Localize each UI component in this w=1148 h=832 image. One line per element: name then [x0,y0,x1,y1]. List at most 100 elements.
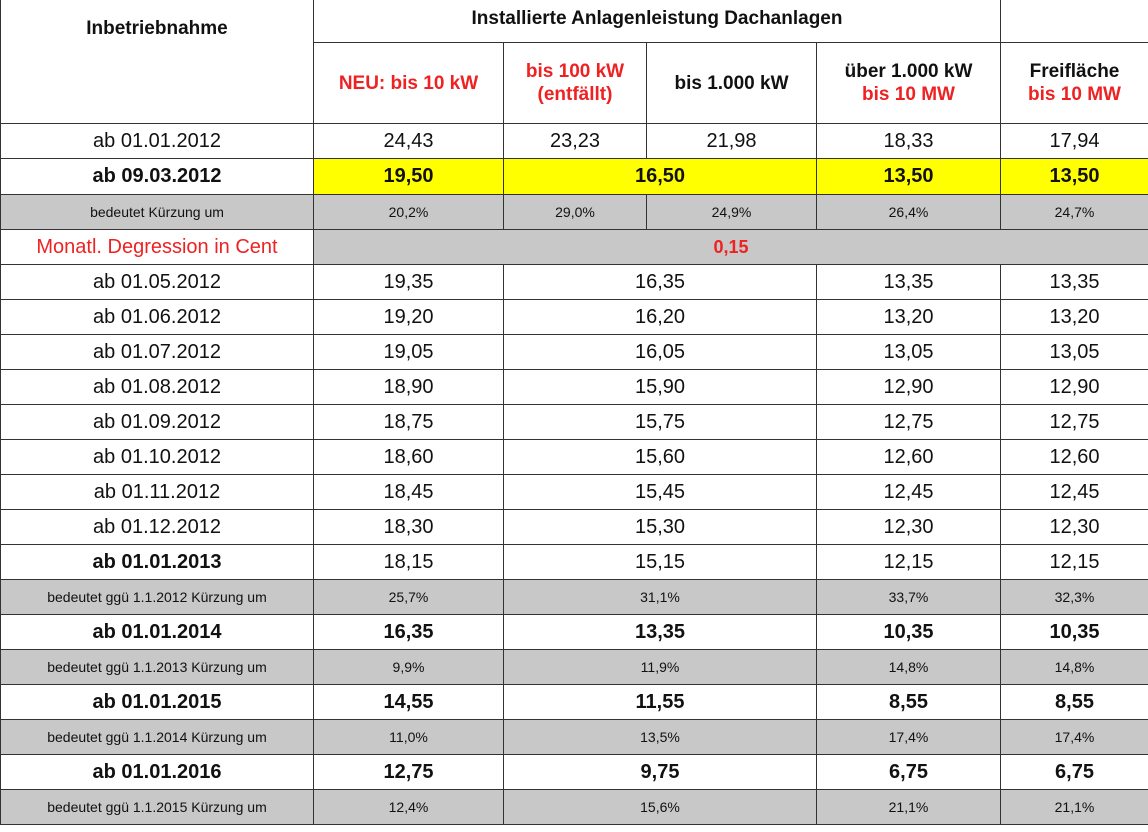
header-col-over-1000kw-line2: bis 10 MW [862,84,955,105]
table-row-year: ab 01.01.2014 16,35 13,35 10,35 10,35 [0,614,1148,650]
cell-10kw: 18,75 [313,404,504,440]
cell-100-1000kw: 13,5% [503,719,817,755]
cell-10kw: 19,05 [313,334,504,370]
cell-freiflaeche: 13,50 [1000,158,1148,195]
cell-10kw: 19,50 [313,158,504,195]
cell-1000kw: 24,9% [646,194,817,230]
row-label: ab 01.09.2012 [0,404,314,440]
cell-over-1000kw: 14,8% [816,649,1001,685]
cell-10kw: 24,43 [313,123,504,159]
degression-label: Monatl. Degression in Cent [0,229,314,265]
row-label: bedeutet ggü 1.1.2012 Kürzung um [0,579,314,615]
cell-over-1000kw: 10,35 [816,614,1001,650]
cell-freiflaeche: 17,94 [1000,123,1148,159]
reduction-row: bedeutet ggü 1.1.2012 Kürzung um 25,7% 3… [0,579,1148,615]
cell-10kw: 19,20 [313,299,504,335]
cell-100-1000kw: 31,1% [503,579,817,615]
cell-100-1000kw: 11,55 [503,684,817,720]
cell-100-1000kw: 15,60 [503,439,817,475]
header-col-over-1000kw-line1: über 1.000 kW [844,61,973,82]
reduction-row: bedeutet ggü 1.1.2015 Kürzung um 12,4% 1… [0,789,1148,825]
cell-100-1000kw: 15,45 [503,474,817,510]
header-inbetriebnahme: Inbetriebnahme [0,0,314,124]
table-row: ab 01.08.2012 18,90 15,90 12,90 12,90 [0,369,1148,405]
cell-10kw: 18,45 [313,474,504,510]
cell-10kw: 12,4% [313,789,504,825]
row-label: ab 09.03.2012 [0,158,314,195]
row-label: ab 01.01.2015 [0,684,314,720]
cell-freiflaeche: 21,1% [1000,789,1148,825]
cell-over-1000kw: 12,30 [816,509,1001,545]
cell-100-1000kw: 15,75 [503,404,817,440]
table-row: ab 01.10.2012 18,60 15,60 12,60 12,60 [0,439,1148,475]
reduction-row: bedeutet ggü 1.1.2013 Kürzung um 9,9% 11… [0,649,1148,685]
table-row: ab 01.01.2012 24,43 23,23 21,98 18,33 17… [0,123,1148,159]
row-label: ab 01.01.2014 [0,614,314,650]
cell-100-1000kw: 11,9% [503,649,817,685]
cell-freiflaeche: 12,45 [1000,474,1148,510]
reduction-row: bedeutet Kürzung um 20,2% 29,0% 24,9% 26… [0,194,1148,230]
cell-100-1000kw: 13,35 [503,614,817,650]
table-row-year: ab 01.01.2013 18,15 15,15 12,15 12,15 [0,544,1148,580]
table-row: ab 01.12.2012 18,30 15,30 12,30 12,30 [0,509,1148,545]
cell-over-1000kw: 18,33 [816,123,1001,159]
cell-freiflaeche: 10,35 [1000,614,1148,650]
row-label: ab 01.06.2012 [0,299,314,335]
cell-freiflaeche: 13,35 [1000,264,1148,300]
row-label: ab 01.01.2013 [0,544,314,580]
cell-over-1000kw: 13,20 [816,299,1001,335]
cell-100-1000kw: 16,50 [503,158,817,195]
table-row: ab 01.07.2012 19,05 16,05 13,05 13,05 [0,334,1148,370]
cell-over-1000kw: 33,7% [816,579,1001,615]
cell-100-1000kw: 16,20 [503,299,817,335]
degression-row: Monatl. Degression in Cent 0,15 [0,229,1148,265]
cell-10kw: 18,30 [313,509,504,545]
cell-freiflaeche: 24,7% [1000,194,1148,230]
cell-over-1000kw: 21,1% [816,789,1001,825]
cell-over-1000kw: 12,90 [816,369,1001,405]
header-col-100kw-line1: bis 100 kW [525,61,625,82]
row-label: ab 01.12.2012 [0,509,314,545]
header-group-title: Installierte Anlagenleistung Dachanlagen [313,0,1001,43]
header-col-freiflaeche: Freifläche bis 10 MW [1000,42,1148,124]
cell-freiflaeche: 12,75 [1000,404,1148,440]
cell-100-1000kw: 16,35 [503,264,817,300]
cell-freiflaeche: 32,3% [1000,579,1148,615]
table-row: ab 01.09.2012 18,75 15,75 12,75 12,75 [0,404,1148,440]
cell-10kw: 19,35 [313,264,504,300]
table-row-highlight: ab 09.03.2012 19,50 16,50 13,50 13,50 [0,158,1148,195]
cell-100-1000kw: 15,6% [503,789,817,825]
row-label: bedeutet ggü 1.1.2014 Kürzung um [0,719,314,755]
cell-10kw: 18,60 [313,439,504,475]
cell-freiflaeche: 12,60 [1000,439,1148,475]
table-row-year: ab 01.01.2015 14,55 11,55 8,55 8,55 [0,684,1148,720]
cell-10kw: 16,35 [313,614,504,650]
cell-100kw: 29,0% [503,194,647,230]
cell-freiflaeche: 12,90 [1000,369,1148,405]
header-col-over-1000kw: über 1.000 kW bis 10 MW [816,42,1001,124]
cell-10kw: 12,75 [313,754,504,790]
row-label: ab 01.05.2012 [0,264,314,300]
table-row: ab 01.06.2012 19,20 16,20 13,20 13,20 [0,299,1148,335]
cell-freiflaeche: 17,4% [1000,719,1148,755]
cell-10kw: 18,90 [313,369,504,405]
cell-100-1000kw: 9,75 [503,754,817,790]
header-inbetriebnahme-label: Inbetriebnahme [86,18,228,39]
cell-100-1000kw: 15,15 [503,544,817,580]
row-label: ab 01.01.2012 [0,123,314,159]
cell-100-1000kw: 16,05 [503,334,817,370]
cell-10kw: 18,15 [313,544,504,580]
header-empty-cell [1000,0,1148,43]
row-label: bedeutet ggü 1.1.2013 Kürzung um [0,649,314,685]
cell-over-1000kw: 8,55 [816,684,1001,720]
header-row-top: Inbetriebnahme Installierte Anlagenleist… [0,0,1148,124]
cell-10kw: 11,0% [313,719,504,755]
cell-freiflaeche: 13,05 [1000,334,1148,370]
header-col-1000kw: bis 1.000 kW [646,42,817,124]
row-label: bedeutet ggü 1.1.2015 Kürzung um [0,789,314,825]
cell-over-1000kw: 13,35 [816,264,1001,300]
header-row-sub: NEU: bis 10 kW bis 100 kW (entfällt) bis … [1,42,1148,124]
header-col-freiflaeche-line2: bis 10 MW [1028,84,1121,105]
cell-10kw: 14,55 [313,684,504,720]
